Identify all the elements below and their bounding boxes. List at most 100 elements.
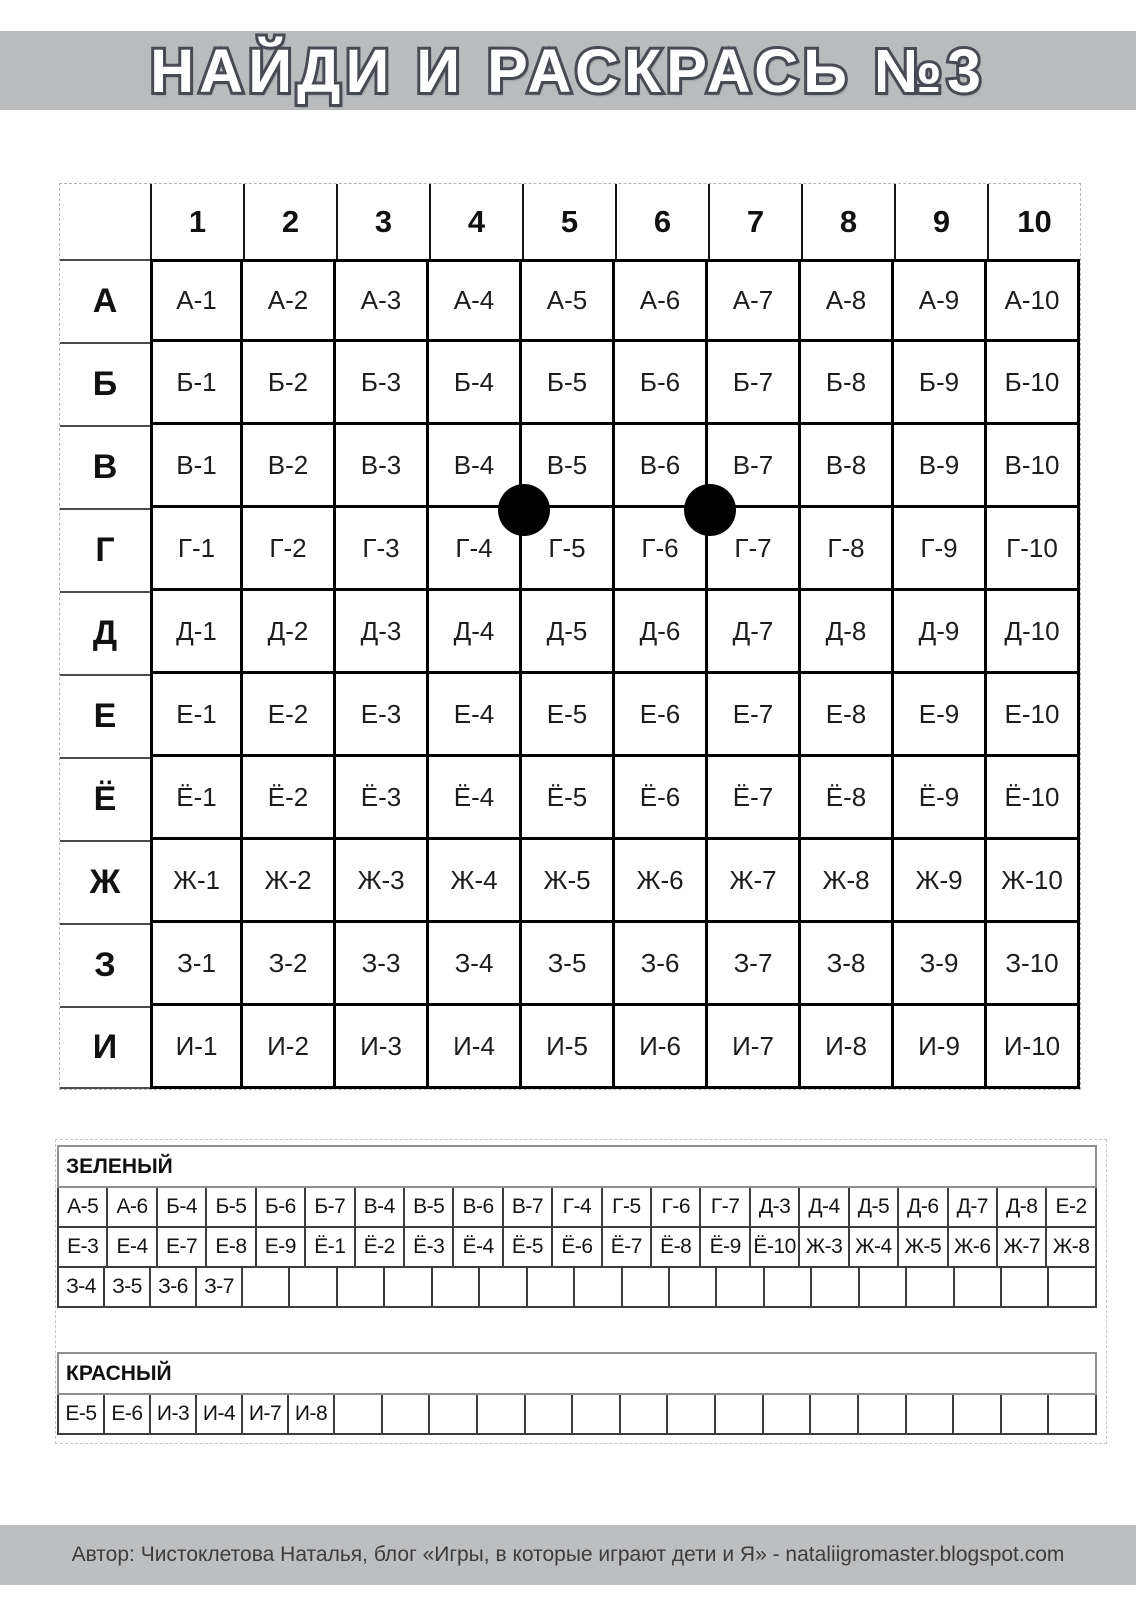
legend-cell: В-6 — [454, 1188, 504, 1226]
legend-cell: Ж-8 — [1047, 1228, 1097, 1266]
legend-cell-empty — [575, 1268, 623, 1306]
legend-cell: Е-7 — [158, 1228, 208, 1266]
column-header-4: 4 — [429, 184, 522, 259]
legend-cell: Ё-6 — [553, 1228, 603, 1266]
grid-cell: Г-4 — [429, 508, 522, 591]
green-color-section: ЗЕЛЕНЫЙ А-5 А-6 Б-4 Б-5 Б-6 Б-7 В-4 В-5 В-6 В-7 Г-… — [57, 1145, 1097, 1308]
legend-cell: Е-5 — [59, 1395, 105, 1433]
grid-cell: А-8 — [801, 259, 894, 342]
grid-cell: Ё-5 — [522, 757, 615, 840]
legend-cell-empty — [243, 1268, 291, 1306]
green-legend-row: А-5 А-6 Б-4 Б-5 Б-6 Б-7 В-4 В-5 В-6 В-7 Г-4 Г-5 Г-6 Г… — [57, 1188, 1097, 1228]
legend-cell: Д-5 — [850, 1188, 900, 1226]
grid-cell: З-9 — [894, 923, 987, 1006]
column-header-6: 6 — [615, 184, 708, 259]
grid-cell: Ж-8 — [801, 840, 894, 923]
red-legend-row: Е-5 Е-6 И-3 И-4 И-7 И-8 — [57, 1395, 1097, 1435]
grid-cell: Г-10 — [987, 508, 1080, 591]
grid-cell: Д-10 — [987, 591, 1080, 674]
grid-cell: Ж-1 — [150, 840, 243, 923]
legend-cell-empty — [955, 1268, 1002, 1306]
legend-cell: И-3 — [151, 1395, 197, 1433]
legend-cell-empty — [1002, 1395, 1050, 1433]
grid-cell: В-10 — [987, 425, 1080, 508]
grid-cell: Ж-7 — [708, 840, 801, 923]
grid-cell: Б-7 — [708, 342, 801, 425]
grid-cell: З-8 — [801, 923, 894, 1006]
grid-cell: В-6 — [615, 425, 708, 508]
grid-cell: Б-3 — [336, 342, 429, 425]
grid-cell: Д-5 — [522, 591, 615, 674]
row-header-8: Ж — [60, 840, 150, 923]
grid-cell: А-6 — [615, 259, 708, 342]
green-legend-row: З-4 З-5 З-6 З-7 — [57, 1268, 1097, 1308]
row-header-5: Д — [60, 591, 150, 674]
legend-cell-empty — [716, 1395, 764, 1433]
grid-cell: Ж-5 — [522, 840, 615, 923]
grid-cell: З-6 — [615, 923, 708, 1006]
red-legend-label: КРАСНЫЙ — [66, 1361, 172, 1385]
legend-cell: Ё-10 — [751, 1228, 801, 1266]
grid-cell: Е-1 — [150, 674, 243, 757]
grid-cell: Е-5 — [522, 674, 615, 757]
legend-cell-empty — [670, 1268, 718, 1306]
grid-cell: Б-10 — [987, 342, 1080, 425]
legend-cell: Г-6 — [652, 1188, 702, 1226]
legend-cell: Д-6 — [899, 1188, 949, 1226]
row-header-6: Е — [60, 674, 150, 757]
grid-cell: Д-4 — [429, 591, 522, 674]
green-legend-label: ЗЕЛЕНЫЙ — [66, 1154, 173, 1178]
legend-cell: З-7 — [197, 1268, 243, 1306]
grid-corner-cell — [60, 184, 150, 259]
green-legend-header: ЗЕЛЕНЫЙ — [57, 1145, 1097, 1188]
column-header-7: 7 — [708, 184, 801, 259]
legend-cell: Ё-7 — [603, 1228, 653, 1266]
legend-cell: Е-3 — [59, 1228, 109, 1266]
legend-cell: З-5 — [105, 1268, 151, 1306]
red-legend-header: КРАСНЫЙ — [57, 1352, 1097, 1395]
red-legend-rows: Е-5 Е-6 И-3 И-4 И-7 И-8 — [57, 1395, 1097, 1435]
grid-cell: А-3 — [336, 259, 429, 342]
legend-cell-empty — [954, 1395, 1002, 1433]
legend-cell-empty — [621, 1395, 669, 1433]
grid-cell: И-4 — [429, 1006, 522, 1089]
grid-cell: В-4 — [429, 425, 522, 508]
grid-cell: З-3 — [336, 923, 429, 1006]
grid-cell: В-2 — [243, 425, 336, 508]
legend-cell-empty — [430, 1395, 478, 1433]
page-title: НАЙДИ И РАСКРАСЬ №3 — [147, 34, 986, 108]
legend-cell-empty — [290, 1268, 338, 1306]
grid-cell: Д-2 — [243, 591, 336, 674]
legend-cell: Б-7 — [306, 1188, 356, 1226]
grid-cell: Г-2 — [243, 508, 336, 591]
grid-cell: Е-9 — [894, 674, 987, 757]
grid-cell: А-7 — [708, 259, 801, 342]
legend-cell: З-4 — [59, 1268, 105, 1306]
row-header-2: Б — [60, 342, 150, 425]
grid-cell: Ж-4 — [429, 840, 522, 923]
legend-dashed-outline — [55, 1139, 1107, 1444]
green-legend-row: Е-3 Е-4 Е-7 Е-8 Е-9 Ё-1 Ё-2 Ё-3 Ё-4 Ё-5 Ё-6 Ё-7 Ё-8 Ё… — [57, 1228, 1097, 1268]
legend-cell: Ё-3 — [405, 1228, 455, 1266]
row-header-9: З — [60, 923, 150, 1006]
legend-cell-empty — [859, 1395, 907, 1433]
grid-cell: Е-4 — [429, 674, 522, 757]
legend-cell: И-8 — [289, 1395, 335, 1433]
legend-cell: Ё-2 — [356, 1228, 405, 1266]
grid-cell: Ж-10 — [987, 840, 1080, 923]
legend-cell: Ж-6 — [949, 1228, 999, 1266]
legend-cell: И-7 — [243, 1395, 289, 1433]
legend-cell-empty — [623, 1268, 670, 1306]
row-header-4: Г — [60, 508, 150, 591]
grid-cell: В-8 — [801, 425, 894, 508]
grid-cell: Ж-6 — [615, 840, 708, 923]
legend-cell-empty — [526, 1395, 574, 1433]
legend-cell: Д-4 — [800, 1188, 850, 1226]
legend-cell-empty — [907, 1395, 955, 1433]
grid-cell: Б-6 — [615, 342, 708, 425]
legend-cell: Ж-7 — [998, 1228, 1048, 1266]
legend-cell-empty — [478, 1395, 526, 1433]
grid-cell: Ё-2 — [243, 757, 336, 840]
grid-cell: Ж-9 — [894, 840, 987, 923]
